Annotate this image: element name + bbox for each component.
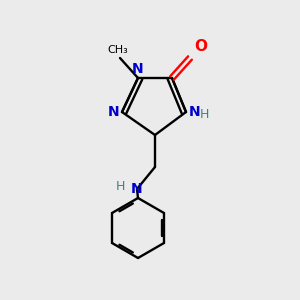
Text: N: N [107,105,119,119]
Text: O: O [194,39,207,54]
Text: H: H [116,181,125,194]
Text: N: N [131,182,143,196]
Text: N: N [189,105,201,119]
Text: N: N [132,62,144,76]
Text: CH₃: CH₃ [108,45,128,55]
Text: H: H [200,107,209,121]
